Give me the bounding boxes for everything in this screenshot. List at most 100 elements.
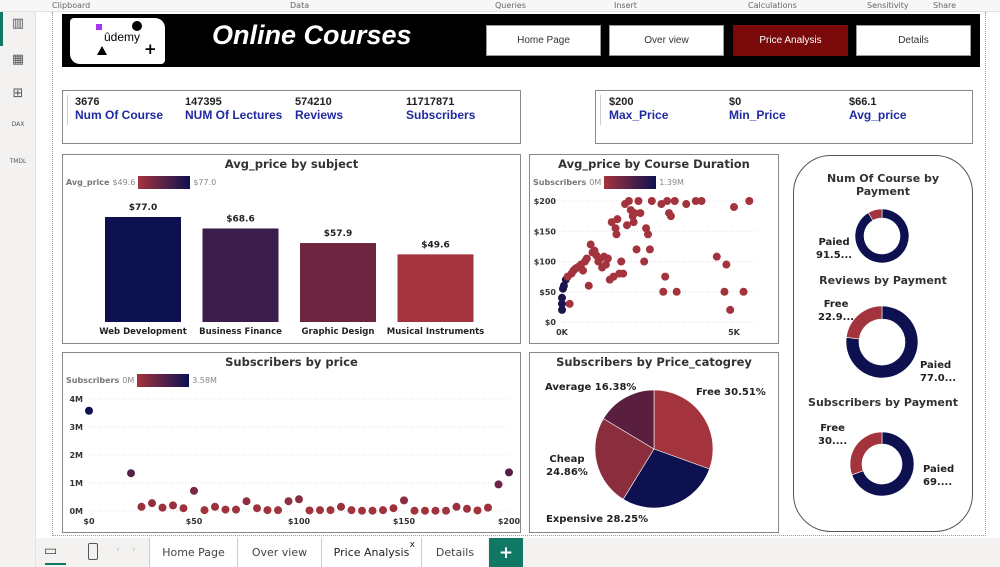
pie-slice: [653, 389, 714, 470]
data-point: [494, 480, 503, 489]
scroll-left-icon[interactable]: ‹: [116, 545, 120, 555]
bar: [300, 243, 376, 322]
data-point: [410, 506, 419, 515]
tab-details[interactable]: Details: [421, 538, 488, 567]
data-point: [624, 197, 633, 205]
data-point: [670, 197, 679, 205]
tmdl-view-icon[interactable]: TMDL: [9, 158, 27, 165]
data-point: [284, 497, 293, 506]
kpi-num-course: 3676 Num Of Course: [75, 96, 164, 122]
bar: [397, 254, 474, 322]
color-legend: Subscribers 0M 3.58M: [66, 374, 217, 387]
tab-over-view[interactable]: Over view: [237, 538, 321, 567]
tab-home-page[interactable]: Home Page: [149, 538, 237, 567]
ribbon-group[interactable]: Share: [933, 1, 957, 10]
data-point: [659, 287, 668, 296]
pie-slice: [603, 389, 655, 450]
data-point: [179, 504, 188, 513]
ribbon-group[interactable]: Calculations: [748, 1, 797, 10]
data-point: [629, 218, 638, 227]
data-point: [663, 197, 672, 205]
add-page-button[interactable]: +: [489, 538, 523, 567]
ribbon-group[interactable]: Queries: [495, 1, 526, 10]
x-tick-label: Graphic Design: [302, 327, 375, 337]
ribbon-group[interactable]: Clipboard: [52, 1, 91, 10]
data-point: [295, 495, 303, 504]
data-point: [739, 287, 748, 296]
chart-title: Reviews by Payment: [819, 274, 947, 287]
x-tick-label: $200: [498, 517, 521, 526]
data-point: [617, 257, 626, 266]
data-point: [579, 266, 588, 275]
data-point: [421, 506, 429, 515]
avg-price-by-duration-chart[interactable]: Avg_price by Course Duration Subscribers…: [529, 154, 779, 344]
tab-price-analysis[interactable]: Price Analysis x: [321, 538, 421, 567]
chart-title: Subscribers by Price_catogrey: [556, 355, 752, 369]
subscribers-by-price-category-chart[interactable]: Subscribers by Price_catogrey Free 30.51…: [529, 352, 779, 533]
data-point: [661, 272, 670, 281]
avg-price-by-subject-chart[interactable]: Avg_price by subject Avg_price $49.6 $77.0…: [62, 154, 521, 344]
chart-title: Num Of Course by Payment: [826, 172, 940, 198]
ribbon-group[interactable]: Insert: [614, 1, 637, 10]
data-point: [389, 504, 398, 513]
bar-data-label: $77.0: [129, 203, 157, 213]
subscribers-by-price-chart[interactable]: Subscribers by price Subscribers 0M 3.58M …: [62, 352, 521, 533]
nav-details-button[interactable]: Details: [856, 25, 971, 56]
data-point: [169, 501, 177, 510]
pie-slice: [594, 418, 655, 500]
data-point: [347, 506, 356, 515]
data-point: [379, 506, 387, 515]
pie-plot: [594, 389, 714, 509]
data-point: [644, 230, 652, 239]
y-tick-label: 1M: [69, 479, 83, 488]
data-point: [636, 209, 645, 218]
data-point: [730, 203, 738, 212]
data-point: [316, 506, 324, 515]
kpi-reviews: 574210 Reviews: [295, 96, 344, 122]
close-tab-icon[interactable]: x: [409, 540, 415, 550]
table-view-icon[interactable]: ▦: [11, 52, 25, 67]
y-tick-label: $150: [534, 227, 557, 236]
x-tick-label: 5K: [728, 328, 741, 337]
scatter-plot: $0 $50 $100 $150 $200 0K 5K: [534, 197, 755, 337]
x-tick-label: $100: [288, 517, 311, 526]
data-point: [745, 197, 754, 205]
data-point: [672, 287, 681, 296]
data-point: [326, 506, 335, 515]
y-tick-label: 2M: [69, 451, 83, 460]
payment-panel: Num Of Course by Payment Paied 91.5... Re…: [793, 155, 973, 532]
data-point: [85, 406, 93, 415]
kpi-card: 3676 Num Of Course 147395 NUM Of Lectures …: [62, 90, 521, 144]
dax-query-icon[interactable]: DAX: [11, 121, 25, 128]
report-view-icon[interactable]: ▥: [11, 16, 25, 31]
color-legend: Avg_price $49.6 $77.0: [66, 176, 217, 189]
y-tick-label: 0M: [69, 507, 83, 516]
y-tick-label: $50: [539, 288, 556, 297]
data-point: [640, 257, 649, 266]
udemy-logo: ûdemy +: [70, 18, 165, 64]
donut-label-paid: Paied 77.0...: [920, 360, 957, 384]
scroll-right-icon[interactable]: ›: [132, 545, 136, 555]
mobile-view-icon[interactable]: [88, 543, 98, 560]
data-point: [720, 287, 729, 296]
data-point: [200, 506, 209, 515]
data-point: [558, 305, 566, 314]
x-tick-label: Web Development: [99, 327, 187, 337]
chart-title: Subscribers by price: [225, 355, 358, 369]
ribbon-group[interactable]: Data: [290, 1, 310, 10]
data-point: [442, 506, 450, 515]
data-point: [619, 269, 628, 278]
nav-overview-button[interactable]: Over view: [609, 25, 724, 56]
data-point: [642, 224, 651, 233]
desktop-view-icon[interactable]: ▭: [44, 543, 58, 559]
x-tick-label: $50: [186, 517, 203, 526]
x-tick-label: Musical Instruments: [387, 327, 485, 337]
model-view-icon[interactable]: ⊞: [12, 86, 24, 101]
kpi-avg-price: $66.1 Avg_price: [849, 96, 907, 122]
nav-home-page-button[interactable]: Home Page: [486, 25, 601, 56]
donut-charts[interactable]: [793, 155, 973, 532]
ribbon-group[interactable]: Sensitivity: [867, 1, 909, 10]
data-point: [232, 505, 240, 514]
report-canvas: [52, 12, 986, 536]
nav-price-analysis-button[interactable]: Price Analysis: [733, 25, 848, 56]
